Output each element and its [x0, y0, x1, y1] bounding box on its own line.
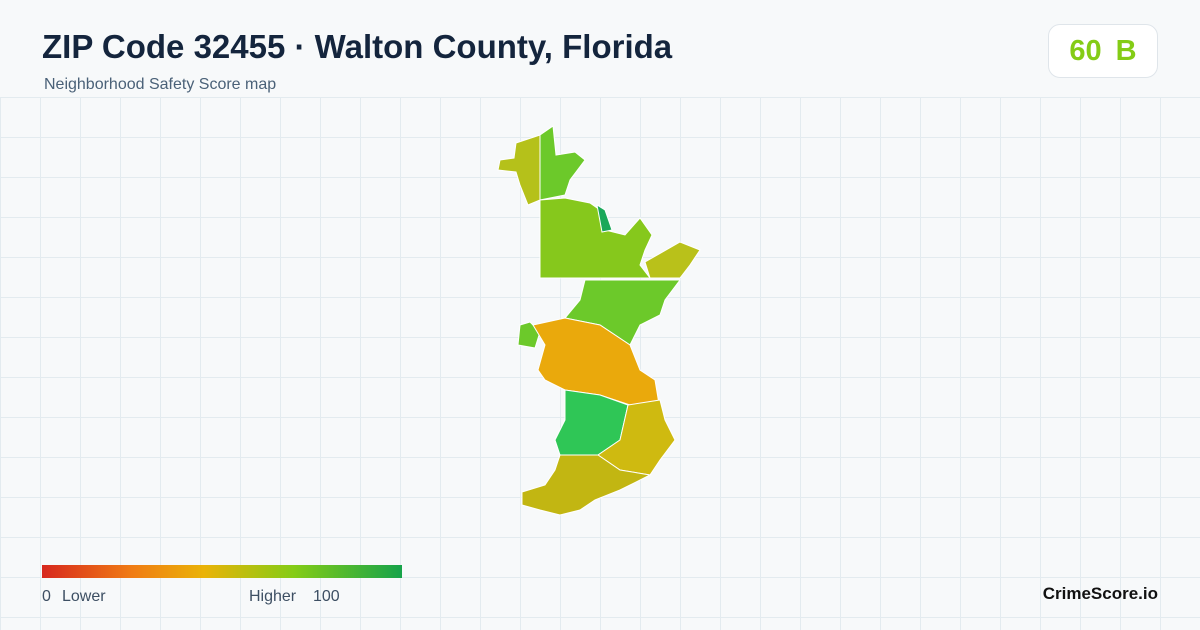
- score-value: 60: [1069, 34, 1102, 67]
- title: ZIP Code 32455 · Walton County, Florida: [42, 28, 673, 65]
- region: [644, 241, 701, 279]
- region: [497, 134, 541, 206]
- legend-max-label: Higher: [249, 588, 297, 605]
- score-grade: B: [1115, 34, 1137, 67]
- region: [539, 125, 586, 201]
- legend-min: 0: [42, 588, 51, 605]
- legend-gradient: [42, 565, 402, 578]
- region: [596, 203, 613, 233]
- region: [517, 321, 541, 349]
- region: [597, 399, 676, 476]
- subtitle: Neighborhood Safety Score map: [44, 76, 277, 93]
- score-badge: 60 B: [1048, 24, 1158, 78]
- region: [564, 279, 681, 346]
- legend-max: 100: [313, 588, 340, 605]
- region: [539, 197, 653, 279]
- legend-min-label: Lower: [62, 588, 106, 605]
- brand: CrimeScore.io: [1042, 584, 1158, 603]
- region: [521, 454, 652, 516]
